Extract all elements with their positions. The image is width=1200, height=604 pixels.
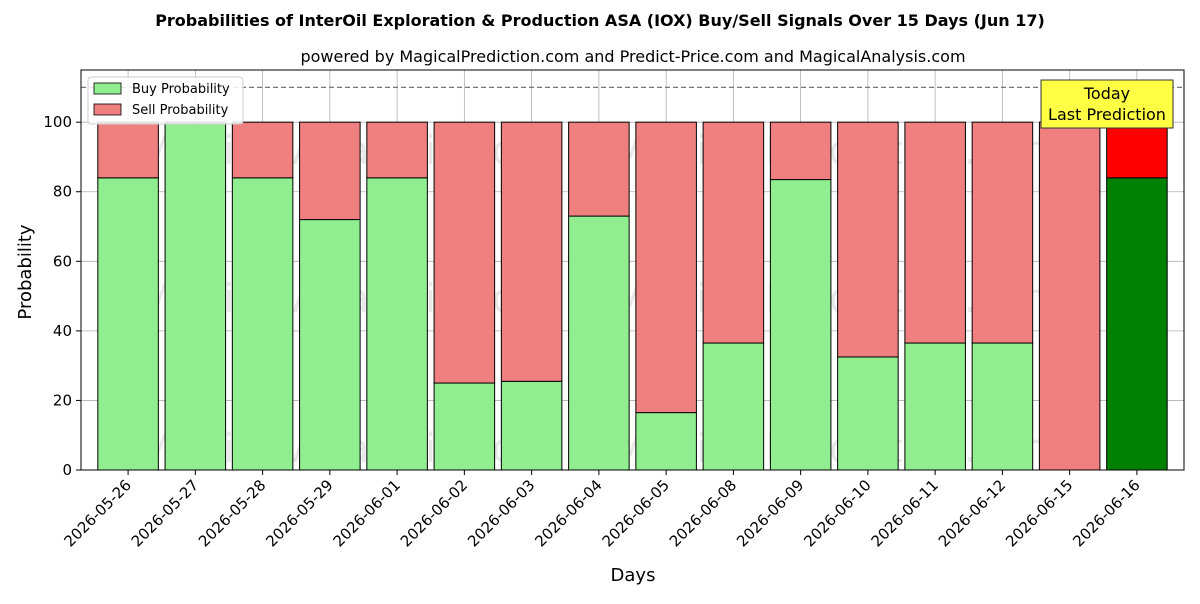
sell-bar xyxy=(433,121,496,384)
y-tick-label: 0 xyxy=(62,461,72,479)
buy-bar xyxy=(231,177,294,471)
today-annotation-line2: Last Prediction xyxy=(1048,105,1166,124)
sell-bar xyxy=(837,121,899,358)
x-tick-label: 2026-06-02 xyxy=(397,476,471,550)
x-tick-label: 2026-05-26 xyxy=(61,476,135,550)
x-tick-label: 2026-06-04 xyxy=(531,476,605,550)
y-tick-label: 60 xyxy=(53,252,72,270)
buy-bar xyxy=(500,380,563,471)
sell-bar xyxy=(1038,121,1101,471)
buy-bar xyxy=(433,382,496,471)
x-tick-label: 2026-06-01 xyxy=(330,476,404,550)
sell-bar xyxy=(568,121,630,217)
y-tick-label: 40 xyxy=(53,322,72,340)
x-tick-label: 2026-05-27 xyxy=(128,476,202,550)
legend-buy-swatch xyxy=(93,82,122,95)
chart-subtitle: powered by MagicalPrediction.com and Pre… xyxy=(300,47,965,66)
x-tick-label: 2026-06-10 xyxy=(800,476,874,550)
sell-bar xyxy=(231,121,294,179)
sell-bar xyxy=(299,121,361,221)
sell-bar xyxy=(702,121,765,344)
buy-bar xyxy=(635,412,697,471)
y-tick-label: 80 xyxy=(53,183,72,201)
x-tick-label: 2026-06-03 xyxy=(464,476,538,550)
bars-layer xyxy=(97,121,1168,471)
x-tick-label: 2026-05-29 xyxy=(262,476,336,550)
sell-bar xyxy=(769,121,832,181)
x-tick-label: 2026-06-08 xyxy=(666,476,740,550)
today-annotation-line1: Today xyxy=(1083,84,1130,103)
buy-bar xyxy=(299,219,361,471)
legend-buy-label: Buy Probability xyxy=(132,82,230,97)
buy-bar xyxy=(702,342,765,471)
x-tick-label: 2026-06-16 xyxy=(1069,476,1143,550)
buy-bar xyxy=(366,177,428,471)
plot-frame xyxy=(80,69,1185,471)
buy-bar xyxy=(971,342,1034,471)
buy-bar xyxy=(1106,177,1168,471)
legend: Buy Probability Sell Probability xyxy=(87,76,244,125)
y-tick-label: 100 xyxy=(43,113,72,131)
buy-bar xyxy=(568,215,630,471)
x-tick-label: 2026-05-28 xyxy=(195,476,269,550)
buy-bar xyxy=(837,356,899,471)
sell-bar xyxy=(904,121,966,344)
x-tick-label: 2026-06-12 xyxy=(935,476,1009,550)
sell-bar xyxy=(97,121,159,179)
today-annotation: Today Last Prediction xyxy=(1040,79,1174,129)
today-annotation-box xyxy=(1040,79,1174,129)
legend-frame xyxy=(87,76,244,125)
sell-bar xyxy=(366,121,428,179)
x-tick-label: 2026-06-11 xyxy=(868,476,942,550)
sell-bar xyxy=(971,121,1034,344)
sell-bar xyxy=(1106,121,1168,179)
x-tick-label: 2026-06-09 xyxy=(733,476,807,550)
legend-sell-label: Sell Probability xyxy=(132,103,229,118)
x-axis-label: Days xyxy=(611,565,656,586)
y-tick-label: 20 xyxy=(53,391,72,409)
legend-sell-swatch xyxy=(93,103,122,116)
buy-bar xyxy=(97,177,159,471)
chart-title: Probabilities of InterOil Exploration & … xyxy=(155,11,1045,30)
buy-bar xyxy=(164,121,227,471)
buy-bar xyxy=(769,179,832,471)
sell-bar xyxy=(500,121,563,382)
buy-bar xyxy=(904,342,966,471)
x-tick-label: 2026-06-15 xyxy=(1002,476,1076,550)
y-axis-label: Probability xyxy=(15,224,36,319)
x-tick-label: 2026-06-05 xyxy=(599,476,673,550)
sell-bar xyxy=(635,121,697,414)
